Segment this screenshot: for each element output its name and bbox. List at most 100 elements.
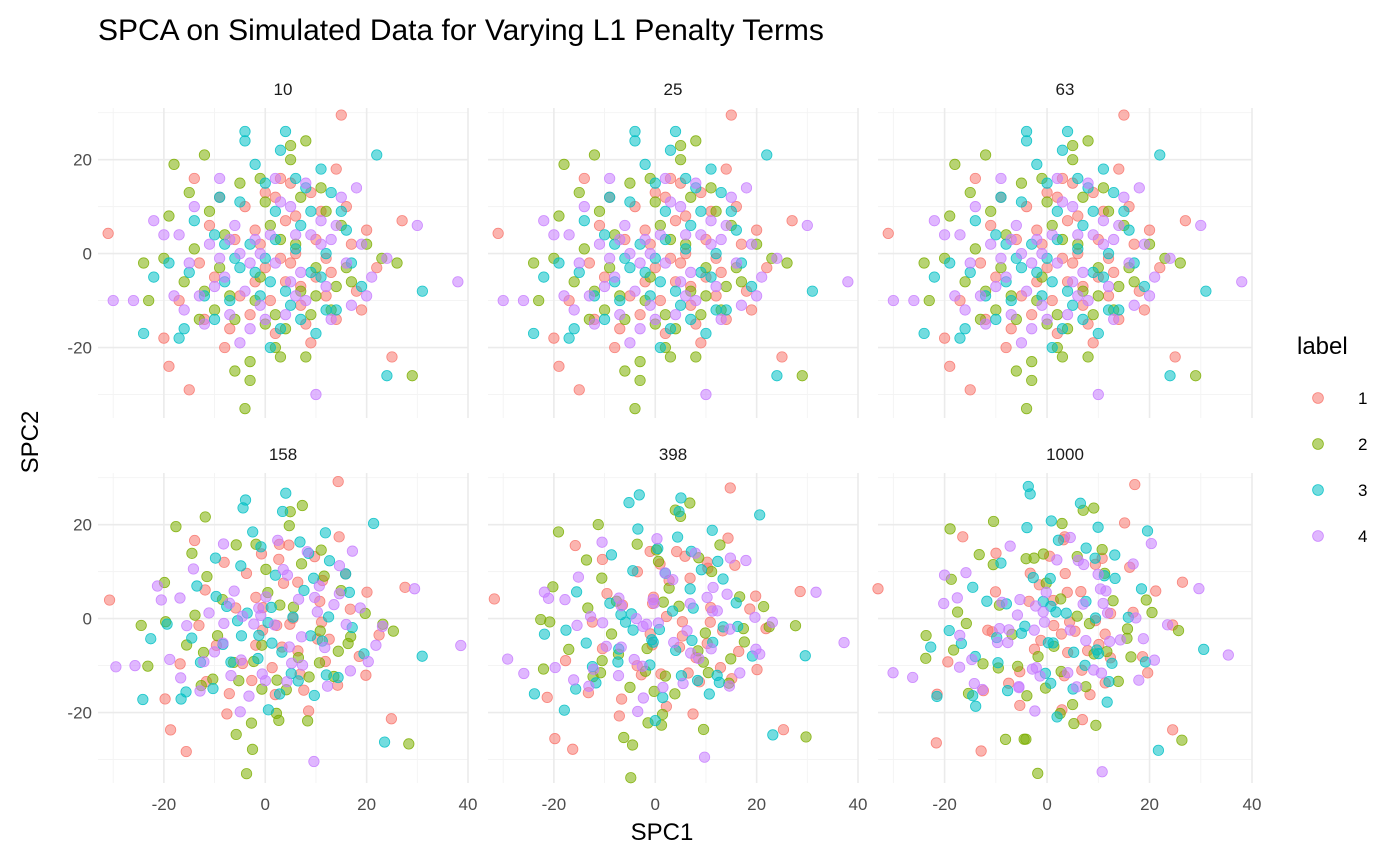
scatter-point-label-1	[942, 656, 954, 668]
scatter-point-label-2	[999, 733, 1012, 745]
scatter-point-label-3	[249, 266, 261, 278]
scatter-point-label-3	[1056, 323, 1069, 335]
scatter-point-label-2	[1096, 543, 1108, 556]
scatter-point-label-3	[703, 688, 715, 700]
scatter-point-label-1	[786, 215, 798, 227]
scatter-point-label-4	[979, 318, 992, 330]
scatter-point-label-4	[340, 618, 352, 631]
x-tick-label: 20	[747, 795, 766, 814]
scatter-point-label-2	[1071, 610, 1083, 622]
scatter-point-label-4	[234, 337, 246, 349]
scatter-point-label-4	[127, 294, 140, 307]
scatter-point-label-1	[332, 475, 344, 488]
scatter-point-label-2	[1077, 191, 1089, 203]
scatter-point-label-4	[690, 294, 702, 307]
scatter-point-label-3	[639, 158, 651, 170]
y-tick-label: 0	[83, 610, 92, 629]
scatter-point-label-2	[537, 663, 550, 675]
scatter-point-label-2	[1174, 257, 1186, 269]
scatter-point-label-1	[159, 693, 171, 705]
scatter-point-label-2	[1107, 595, 1119, 607]
scatter-point-label-3	[320, 248, 332, 260]
scatter-point-label-4	[1130, 612, 1142, 624]
scatter-point-label-2	[626, 739, 639, 751]
scatter-point-label-2	[1112, 675, 1124, 687]
scatter-point-label-2	[142, 660, 154, 672]
scatter-point-label-4	[1038, 616, 1051, 628]
scatter-point-label-1	[1075, 586, 1087, 598]
scatter-point-label-3	[633, 489, 645, 501]
scatter-point-label-3	[1077, 313, 1089, 325]
scatter-point-label-4	[710, 280, 722, 293]
scatter-point-label-3	[646, 634, 658, 646]
scatter-point-label-2	[625, 772, 637, 784]
scatter-point-label-3	[1138, 280, 1151, 293]
scatter-point-label-1	[1143, 224, 1156, 236]
scatter-point-label-3	[928, 271, 940, 283]
scatter-point-label-4	[244, 257, 256, 269]
scatter-point-label-3	[1152, 744, 1165, 756]
scatter-point-label-4	[1236, 276, 1248, 288]
scatter-point-label-4	[614, 309, 626, 321]
scatter-point-label-4	[234, 248, 246, 260]
scatter-point-label-4	[629, 285, 641, 297]
scatter-point-label-1	[188, 172, 200, 185]
scatter-point-label-2	[619, 365, 631, 377]
scatter-point-label-4	[1092, 388, 1104, 401]
scatter-point-label-4	[264, 229, 276, 241]
scatter-point-label-4	[568, 674, 580, 686]
x-tick-label: 40	[1243, 795, 1262, 814]
scatter-point-label-3	[612, 656, 624, 668]
scatter-point-label-2	[533, 294, 545, 307]
scatter-point-label-3	[806, 285, 818, 297]
scatter-point-label-4	[224, 233, 236, 246]
scatter-point-label-4	[637, 620, 649, 633]
scatter-point-label-4	[745, 238, 758, 250]
scatter-point-label-4	[269, 172, 281, 185]
scatter-point-label-4	[175, 672, 187, 684]
scatter-point-label-4	[675, 276, 687, 288]
scatter-point-label-4	[198, 656, 210, 668]
scatter-point-label-3	[990, 313, 1002, 325]
scatter-point-label-4	[928, 215, 940, 227]
scatter-point-label-4	[1071, 681, 1083, 693]
facet-panel-398: 398 -20 0 20 40	[488, 445, 867, 814]
scatter-point-label-4	[285, 201, 297, 213]
scatter-point-label-1	[333, 531, 345, 543]
scatter-point-label-2	[800, 731, 812, 743]
scatter-point-label-4	[187, 563, 200, 575]
scatter-point-label-4	[1061, 309, 1074, 321]
scatter-point-label-4	[1133, 674, 1145, 686]
scatter-point-label-3	[538, 271, 550, 283]
scatter-point-label-4	[571, 619, 583, 631]
scatter-point-label-3	[1045, 677, 1057, 689]
scatter-point-label-1	[649, 262, 661, 274]
scatter-point-label-4	[573, 257, 585, 269]
scatter-point-label-3	[1072, 172, 1084, 185]
scatter-point-label-1	[745, 304, 758, 316]
scatter-point-label-4	[218, 617, 230, 630]
scatter-point-label-3	[644, 290, 656, 302]
scatter-point-label-4	[224, 309, 236, 321]
scatter-point-label-4	[1062, 667, 1074, 679]
scatter-point-label-4	[615, 641, 627, 653]
scatter-point-label-3	[259, 177, 271, 189]
scatter-point-label-3	[675, 492, 687, 504]
y-tick-label: -20	[67, 704, 92, 723]
scatter-point-label-2	[624, 177, 636, 189]
scatter-point-label-4	[203, 607, 215, 619]
scatter-point-label-2	[271, 674, 283, 686]
scatter-point-label-3	[305, 266, 317, 278]
scatter-point-label-2	[1176, 734, 1188, 746]
scatter-point-label-1	[219, 341, 231, 354]
scatter-point-label-2	[1190, 370, 1202, 382]
scatter-point-label-3	[1077, 219, 1089, 232]
scatter-point-label-1	[715, 266, 727, 278]
scatter-point-label-2	[699, 627, 711, 639]
scatter-point-label-3	[274, 144, 287, 156]
scatter-point-label-2	[578, 243, 590, 255]
scatter-point-label-1	[292, 576, 304, 588]
legend-key-4	[1312, 530, 1324, 542]
scatter-point-label-1	[598, 271, 611, 283]
scatter-point-label-4	[173, 229, 185, 241]
